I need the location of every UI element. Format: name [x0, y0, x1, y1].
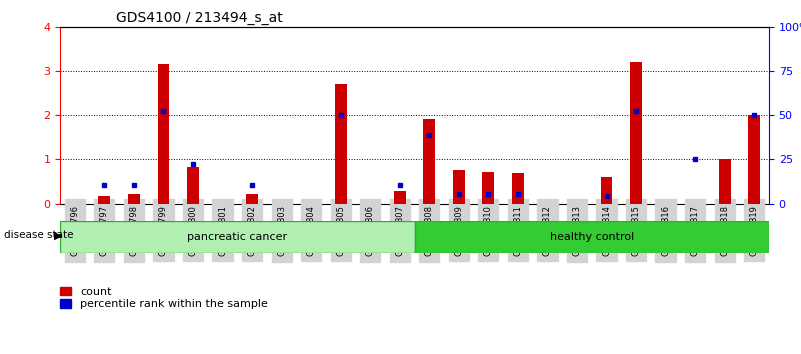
Text: pancreatic cancer: pancreatic cancer: [187, 232, 288, 242]
Bar: [394, 191, 405, 204]
Bar: [99, 195, 111, 204]
Bar: [187, 167, 199, 204]
Bar: [246, 194, 258, 204]
Text: disease state: disease state: [4, 230, 74, 240]
Bar: [415, 221, 769, 253]
Bar: [718, 159, 731, 204]
Bar: [453, 170, 465, 204]
Bar: [335, 84, 347, 204]
Bar: [630, 62, 642, 204]
Text: healthy control: healthy control: [549, 232, 634, 242]
Bar: [60, 221, 415, 253]
Bar: [424, 120, 435, 204]
Bar: [748, 115, 760, 204]
Bar: [158, 64, 169, 204]
Text: ▶: ▶: [54, 230, 62, 240]
Bar: [512, 173, 524, 204]
Bar: [601, 177, 613, 204]
Bar: [128, 194, 140, 204]
Bar: [482, 172, 494, 204]
Legend: count, percentile rank within the sample: count, percentile rank within the sample: [60, 287, 268, 309]
Text: GDS4100 / 213494_s_at: GDS4100 / 213494_s_at: [116, 11, 283, 25]
